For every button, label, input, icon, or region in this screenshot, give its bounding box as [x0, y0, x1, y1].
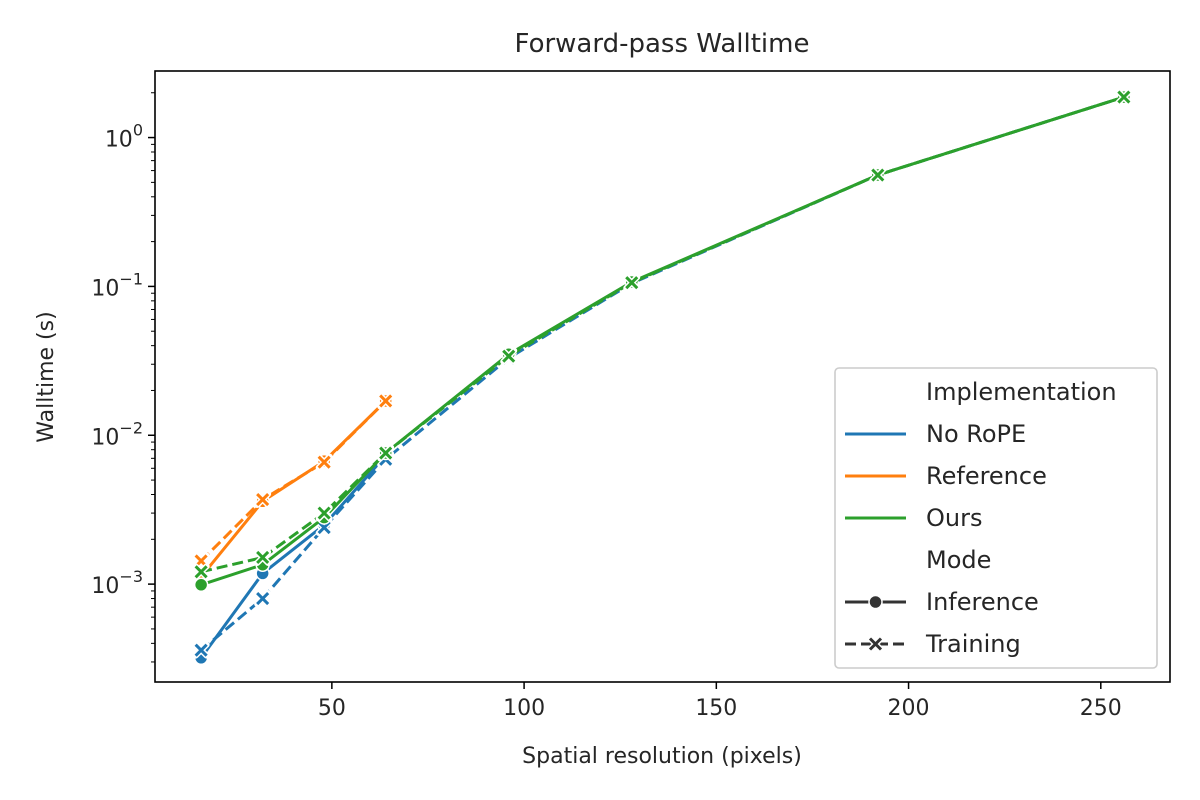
data-point-ours-inference [193, 577, 209, 593]
y-axis: 10−3 10−2 10−1 100 [91, 92, 155, 663]
legend-marker-x [867, 635, 884, 653]
data-point-ours-training [192, 563, 210, 581]
y-tick-label: 10−1 [91, 269, 143, 301]
series-line-no-rope-inference [199, 454, 387, 659]
legend-entry-inference: Inference [926, 588, 1039, 616]
series-ours-training [192, 88, 1133, 581]
x-tick-label: 150 [695, 696, 737, 721]
data-point-ours-training [1115, 88, 1133, 106]
x-tick-label: 200 [888, 696, 930, 721]
y-axis-label: Walltime (s) [34, 311, 59, 442]
data-point-reference-training [315, 453, 333, 471]
data-point-ours-training [315, 504, 333, 522]
data-point-no-rope-training [254, 590, 272, 608]
plot-frame [154, 70, 1171, 683]
legend-style-title: Mode [926, 546, 991, 574]
data-point-ours-training [869, 166, 887, 184]
x-axis: 50 100 150 200 250 [318, 682, 1122, 721]
data-point-ours-training [377, 444, 395, 462]
x-tick-label: 50 [318, 696, 346, 721]
legend-entry-no-rope: No RoPE [926, 420, 1026, 448]
legend-frame [834, 367, 1158, 669]
data-point-reference-training [254, 491, 272, 509]
y-tick-label: 10−2 [91, 418, 143, 450]
x-tick-label: 250 [1080, 696, 1122, 721]
data-point-no-rope-training [315, 519, 333, 537]
legend-marker-circle [868, 594, 883, 610]
data-point-ours-training [500, 347, 518, 365]
chart-title: Forward-pass Walltime [515, 29, 810, 59]
series-line-reference-training [200, 399, 387, 563]
data-point-ours-training [254, 548, 272, 566]
plot-area [192, 88, 1133, 666]
x-tick-label: 100 [503, 696, 545, 721]
legend-entry-reference: Reference [926, 462, 1047, 490]
data-point-no-rope-training [192, 641, 210, 659]
legend-entry-training: Training [925, 630, 1021, 658]
legend: Implementation No RoPE Reference Ours Mode In… [834, 367, 1158, 669]
legend-hue-title: Implementation [926, 378, 1117, 406]
legend-entry-ours: Ours [926, 504, 982, 532]
y-tick-label: 10−3 [91, 567, 143, 599]
x-axis-label: Spatial resolution (pixels) [522, 744, 802, 769]
data-point-reference-training [377, 392, 395, 410]
series-line-ours-inference [200, 95, 1125, 587]
y-tick-label: 100 [105, 121, 143, 153]
data-point-ours-training [623, 274, 641, 292]
